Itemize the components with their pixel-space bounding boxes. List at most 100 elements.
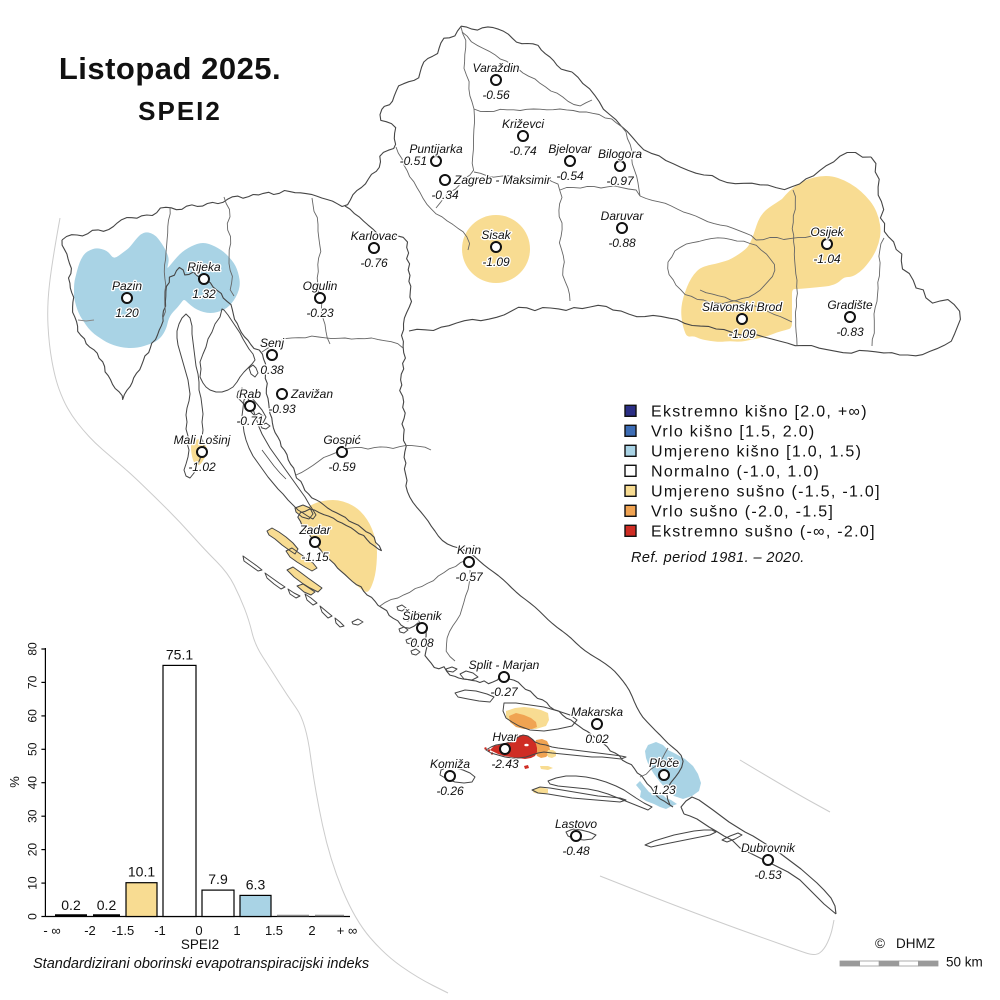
- svg-text:SPEI2: SPEI2: [181, 937, 219, 952]
- svg-text:-0.54: -0.54: [556, 169, 584, 183]
- svg-text:-1: -1: [154, 923, 166, 938]
- svg-text:Rab: Rab: [239, 387, 261, 401]
- svg-text:1: 1: [233, 923, 240, 938]
- svg-text:-2: -2: [84, 923, 96, 938]
- svg-text:Komiža: Komiža: [430, 757, 470, 771]
- svg-text:-0.74: -0.74: [509, 144, 537, 158]
- svg-text:- ∞: - ∞: [43, 923, 60, 938]
- svg-text:0.08: 0.08: [410, 636, 434, 650]
- svg-text:-1.15: -1.15: [301, 550, 329, 564]
- svg-text:-1.02: -1.02: [188, 460, 216, 474]
- svg-text:1.20: 1.20: [115, 306, 139, 320]
- svg-text:20: 20: [25, 843, 39, 857]
- svg-text:Daruvar: Daruvar: [601, 209, 645, 223]
- svg-text:+ ∞: + ∞: [337, 923, 357, 938]
- svg-text:Osijek: Osijek: [810, 225, 844, 239]
- svg-text:Zadar: Zadar: [298, 523, 331, 537]
- svg-text:Vrlo sušno (-2.0, -1.5]: Vrlo sušno (-2.0, -1.5]: [651, 503, 834, 520]
- svg-text:7.9: 7.9: [208, 871, 228, 887]
- svg-text:Mali Lošinj: Mali Lošinj: [174, 433, 231, 447]
- svg-text:SPEI2: SPEI2: [138, 96, 222, 126]
- svg-text:1.23: 1.23: [652, 783, 676, 797]
- svg-text:-1.09: -1.09: [482, 255, 510, 269]
- svg-text:Standardizirani oborinski evap: Standardizirani oborinski evapotranspira…: [33, 956, 369, 972]
- svg-text:Normalno (-1.0, 1.0): Normalno (-1.0, 1.0): [651, 463, 820, 480]
- svg-text:-0.34: -0.34: [431, 188, 459, 202]
- svg-text:0.2: 0.2: [61, 897, 81, 913]
- svg-text:Lastovo: Lastovo: [555, 817, 597, 831]
- svg-text:30: 30: [25, 809, 39, 823]
- svg-text:-0.88: -0.88: [608, 236, 636, 250]
- svg-text:DHMZ: DHMZ: [896, 936, 935, 951]
- svg-text:-2.43: -2.43: [491, 757, 519, 771]
- svg-text:Vrlo kišno [1.5, 2.0): Vrlo kišno [1.5, 2.0): [651, 423, 816, 440]
- svg-text:-1.09: -1.09: [728, 327, 756, 341]
- svg-text:Knin: Knin: [457, 543, 481, 557]
- svg-text:-0.23: -0.23: [306, 306, 334, 320]
- svg-text:Slavonski Brod: Slavonski Brod: [702, 300, 782, 314]
- svg-text:Umjereno kišno [1.0, 1.5): Umjereno kišno [1.0, 1.5): [651, 443, 862, 460]
- svg-text:Zavižan: Zavižan: [290, 387, 333, 401]
- svg-text:1.5: 1.5: [265, 923, 283, 938]
- svg-text:0.38: 0.38: [260, 363, 284, 377]
- svg-text:-0.57: -0.57: [455, 570, 484, 584]
- svg-text:75.1: 75.1: [166, 646, 193, 662]
- svg-text:Split - Marjan: Split - Marjan: [469, 658, 540, 672]
- svg-text:Pazin: Pazin: [112, 279, 142, 293]
- svg-text:Ogulin: Ogulin: [303, 279, 338, 293]
- svg-text:2: 2: [308, 923, 315, 938]
- svg-text:-0.27: -0.27: [490, 685, 519, 699]
- svg-text:Ekstremno sušno (-∞, -2.0]: Ekstremno sušno (-∞, -2.0]: [651, 523, 876, 540]
- svg-text:50: 50: [25, 742, 39, 756]
- svg-text:Bilogora: Bilogora: [598, 147, 642, 161]
- svg-text:-0.51: -0.51: [400, 154, 427, 168]
- svg-text:Ekstremno kišno [2.0, +∞): Ekstremno kišno [2.0, +∞): [651, 403, 868, 420]
- svg-text:Križevci: Križevci: [502, 117, 544, 131]
- svg-text:Rijeka: Rijeka: [187, 260, 221, 274]
- svg-text:Šibenik: Šibenik: [402, 608, 442, 623]
- svg-text:-0.59: -0.59: [328, 460, 356, 474]
- svg-text:Ref. period 1981. – 2020.: Ref. period 1981. – 2020.: [631, 550, 805, 566]
- svg-text:-1.5: -1.5: [112, 923, 134, 938]
- svg-text:-0.56: -0.56: [482, 88, 510, 102]
- svg-text:Varaždin: Varaždin: [473, 61, 520, 75]
- svg-text:-0.76: -0.76: [360, 256, 388, 270]
- svg-text:60: 60: [25, 709, 39, 723]
- svg-text:1.32: 1.32: [192, 287, 216, 301]
- svg-text:Listopad 2025.: Listopad 2025.: [59, 51, 281, 86]
- svg-text:10.1: 10.1: [128, 864, 155, 880]
- svg-text:-0.93: -0.93: [268, 402, 296, 416]
- svg-text:6.3: 6.3: [246, 876, 266, 892]
- svg-text:Bjelovar: Bjelovar: [548, 142, 592, 156]
- svg-text:-0.83: -0.83: [836, 325, 864, 339]
- svg-text:0.2: 0.2: [97, 897, 117, 913]
- svg-text:-1.04: -1.04: [813, 252, 841, 266]
- svg-text:Dubrovnik: Dubrovnik: [741, 841, 796, 855]
- svg-text:Ploče: Ploče: [649, 756, 679, 770]
- svg-text:10: 10: [25, 876, 39, 890]
- svg-text:%: %: [7, 776, 22, 788]
- svg-text:80: 80: [25, 642, 39, 656]
- svg-text:©: ©: [875, 936, 885, 951]
- svg-text:70: 70: [25, 675, 39, 689]
- svg-text:0: 0: [25, 913, 39, 920]
- svg-text:40: 40: [25, 776, 39, 790]
- svg-text:Sisak: Sisak: [481, 228, 511, 242]
- svg-text:Puntijarka: Puntijarka: [409, 142, 463, 156]
- svg-text:Senj: Senj: [260, 336, 284, 350]
- svg-text:-0.71: -0.71: [236, 414, 263, 428]
- svg-text:Gospić: Gospić: [323, 433, 360, 447]
- svg-text:-0.53: -0.53: [754, 868, 782, 882]
- svg-text:Karlovac: Karlovac: [351, 229, 398, 243]
- svg-text:-0.26: -0.26: [436, 784, 464, 798]
- svg-text:Makarska: Makarska: [571, 705, 623, 719]
- svg-text:-0.48: -0.48: [562, 844, 590, 858]
- svg-text:50 km: 50 km: [946, 955, 983, 970]
- svg-text:Hvar: Hvar: [492, 730, 518, 744]
- svg-text:0: 0: [195, 923, 202, 938]
- svg-text:Gradište: Gradište: [827, 298, 873, 312]
- svg-text:Umjereno sušno (-1.5, -1.0]: Umjereno sušno (-1.5, -1.0]: [651, 483, 881, 500]
- svg-text:-0.97: -0.97: [606, 174, 635, 188]
- svg-text:Zagreb - Maksimir: Zagreb - Maksimir: [453, 173, 552, 187]
- svg-text:0.02: 0.02: [585, 732, 609, 746]
